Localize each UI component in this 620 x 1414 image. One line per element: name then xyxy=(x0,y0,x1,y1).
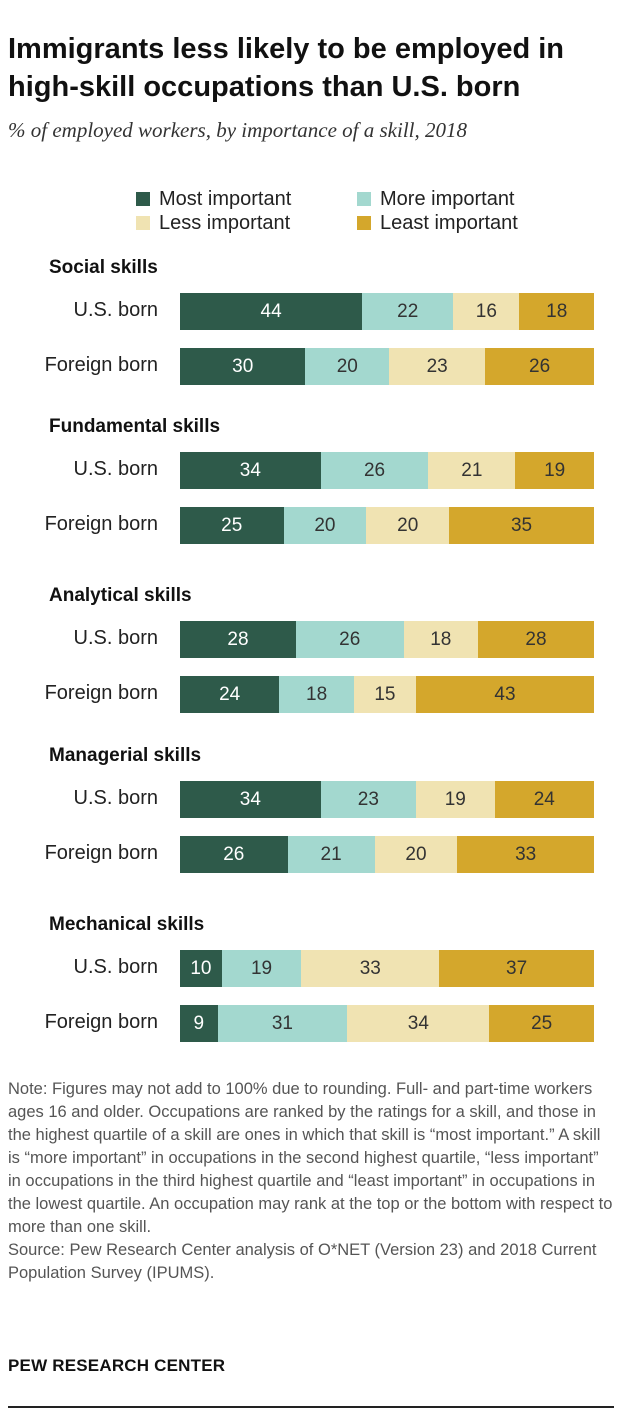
row-label: U.S. born xyxy=(73,458,158,480)
row-label: U.S. born xyxy=(73,956,158,978)
stacked-bar: 24 18 15 43 xyxy=(180,676,594,713)
legend-swatch xyxy=(136,192,150,206)
bar-segment-least-important: 33 xyxy=(457,836,594,873)
bar-segment-least-important: 24 xyxy=(494,781,594,818)
stacked-bar: 28 26 18 28 xyxy=(180,621,594,658)
legend-item-more-important: More important xyxy=(357,188,515,211)
bar-segment-least-important: 18 xyxy=(519,293,594,330)
bar-segment-more-important: 23 xyxy=(320,781,416,818)
legend-item-most-important: Most important xyxy=(136,188,291,211)
row-label: Foreign born xyxy=(44,682,158,704)
stacked-bar: 44 22 16 18 xyxy=(180,293,594,330)
bar-segment-more-important: 26 xyxy=(320,452,429,489)
bar-segment-least-important: 37 xyxy=(439,950,594,987)
row-label: U.S. born xyxy=(73,787,158,809)
row-label: U.S. born xyxy=(73,627,158,649)
group-title-social-skills: Social skills xyxy=(49,257,158,278)
bar-segment-more-important: 21 xyxy=(287,836,375,873)
bar-segment-less-important: 20 xyxy=(366,507,450,544)
legend-item-less-important: Less important xyxy=(136,212,290,235)
stacked-bar: 34 23 19 24 xyxy=(180,781,594,818)
legend-item-least-important: Least important xyxy=(357,212,518,235)
bar-segment-more-important: 22 xyxy=(362,293,454,330)
bar-segment-most-important: 26 xyxy=(180,836,288,873)
bar-segment-less-important: 34 xyxy=(347,1005,490,1042)
bar-segment-less-important: 16 xyxy=(453,293,520,330)
legend-swatch xyxy=(357,192,371,206)
row-label: Foreign born xyxy=(44,354,158,376)
row-label: Foreign born xyxy=(44,1011,158,1033)
bar-segment-least-important: 43 xyxy=(415,676,594,713)
chart-title: Immigrants less likely to be employed in… xyxy=(8,33,565,103)
note-text: Note: Figures may not add to 100% due to… xyxy=(8,1080,613,1236)
source-text: Source: Pew Research Center analysis of … xyxy=(8,1241,597,1282)
bar-segment-least-important: 26 xyxy=(485,348,594,385)
bar-segment-most-important: 30 xyxy=(180,348,306,385)
bar-segment-more-important: 19 xyxy=(221,950,302,987)
bar-segment-more-important: 31 xyxy=(217,1005,348,1042)
group-title-analytical-skills: Analytical skills xyxy=(49,585,192,606)
group-title-mechanical-skills: Mechanical skills xyxy=(49,914,205,935)
pew-research-logo: PEW RESEARCH CENTER xyxy=(8,1356,226,1375)
row-label: Foreign born xyxy=(44,513,158,535)
chart-subtitle: % of employed workers, by importance of … xyxy=(8,118,468,142)
legend-label: More important xyxy=(380,188,515,210)
bar-segment-less-important: 18 xyxy=(403,621,479,658)
bar-segment-most-important: 34 xyxy=(180,781,321,818)
row-label: Foreign born xyxy=(44,842,158,864)
chart-note: Note: Figures may not add to 100% due to… xyxy=(8,1078,614,1285)
bar-segment-more-important: 20 xyxy=(305,348,390,385)
bar-segment-least-important: 19 xyxy=(515,452,594,489)
bar-segment-more-important: 26 xyxy=(295,621,404,658)
bar-segment-least-important: 35 xyxy=(449,507,594,544)
bar-segment-less-important: 23 xyxy=(389,348,486,385)
stacked-bar: 34 26 21 19 xyxy=(180,452,594,489)
legend-swatch xyxy=(136,216,150,230)
legend-label: Less important xyxy=(159,212,291,234)
bar-segment-most-important: 25 xyxy=(180,507,284,544)
stacked-bar: 10 19 33 37 xyxy=(180,950,594,987)
bar-segment-less-important: 19 xyxy=(415,781,495,818)
stacked-bar: 9 31 34 25 xyxy=(180,1005,594,1042)
group-title-managerial-skills: Managerial skills xyxy=(49,745,202,766)
bar-segment-most-important: 24 xyxy=(180,676,280,713)
bar-segment-more-important: 20 xyxy=(283,507,367,544)
group-title-fundamental-skills: Fundamental skills xyxy=(49,416,221,437)
bar-segment-most-important: 28 xyxy=(180,621,296,658)
stacked-bar: 30 20 23 26 xyxy=(180,348,594,385)
bar-segment-less-important: 21 xyxy=(428,452,516,489)
bar-segment-less-important: 15 xyxy=(353,676,416,713)
legend-label: Least important xyxy=(380,212,518,234)
legend-swatch xyxy=(357,216,371,230)
row-label: U.S. born xyxy=(73,299,158,321)
legend-label: Most important xyxy=(159,188,292,210)
bar-segment-less-important: 33 xyxy=(301,950,440,987)
bar-segment-more-important: 18 xyxy=(279,676,354,713)
bar-segment-most-important: 10 xyxy=(180,950,222,987)
bar-segment-least-important: 28 xyxy=(478,621,594,658)
bar-segment-most-important: 34 xyxy=(180,452,321,489)
bar-segment-most-important: 9 xyxy=(180,1005,218,1042)
stacked-bar: 25 20 20 35 xyxy=(180,507,594,544)
stacked-bar: 26 21 20 33 xyxy=(180,836,594,873)
footer-divider xyxy=(8,1406,614,1408)
bar-segment-most-important: 44 xyxy=(180,293,363,330)
bar-segment-least-important: 25 xyxy=(489,1005,594,1042)
bar-segment-less-important: 20 xyxy=(374,836,458,873)
